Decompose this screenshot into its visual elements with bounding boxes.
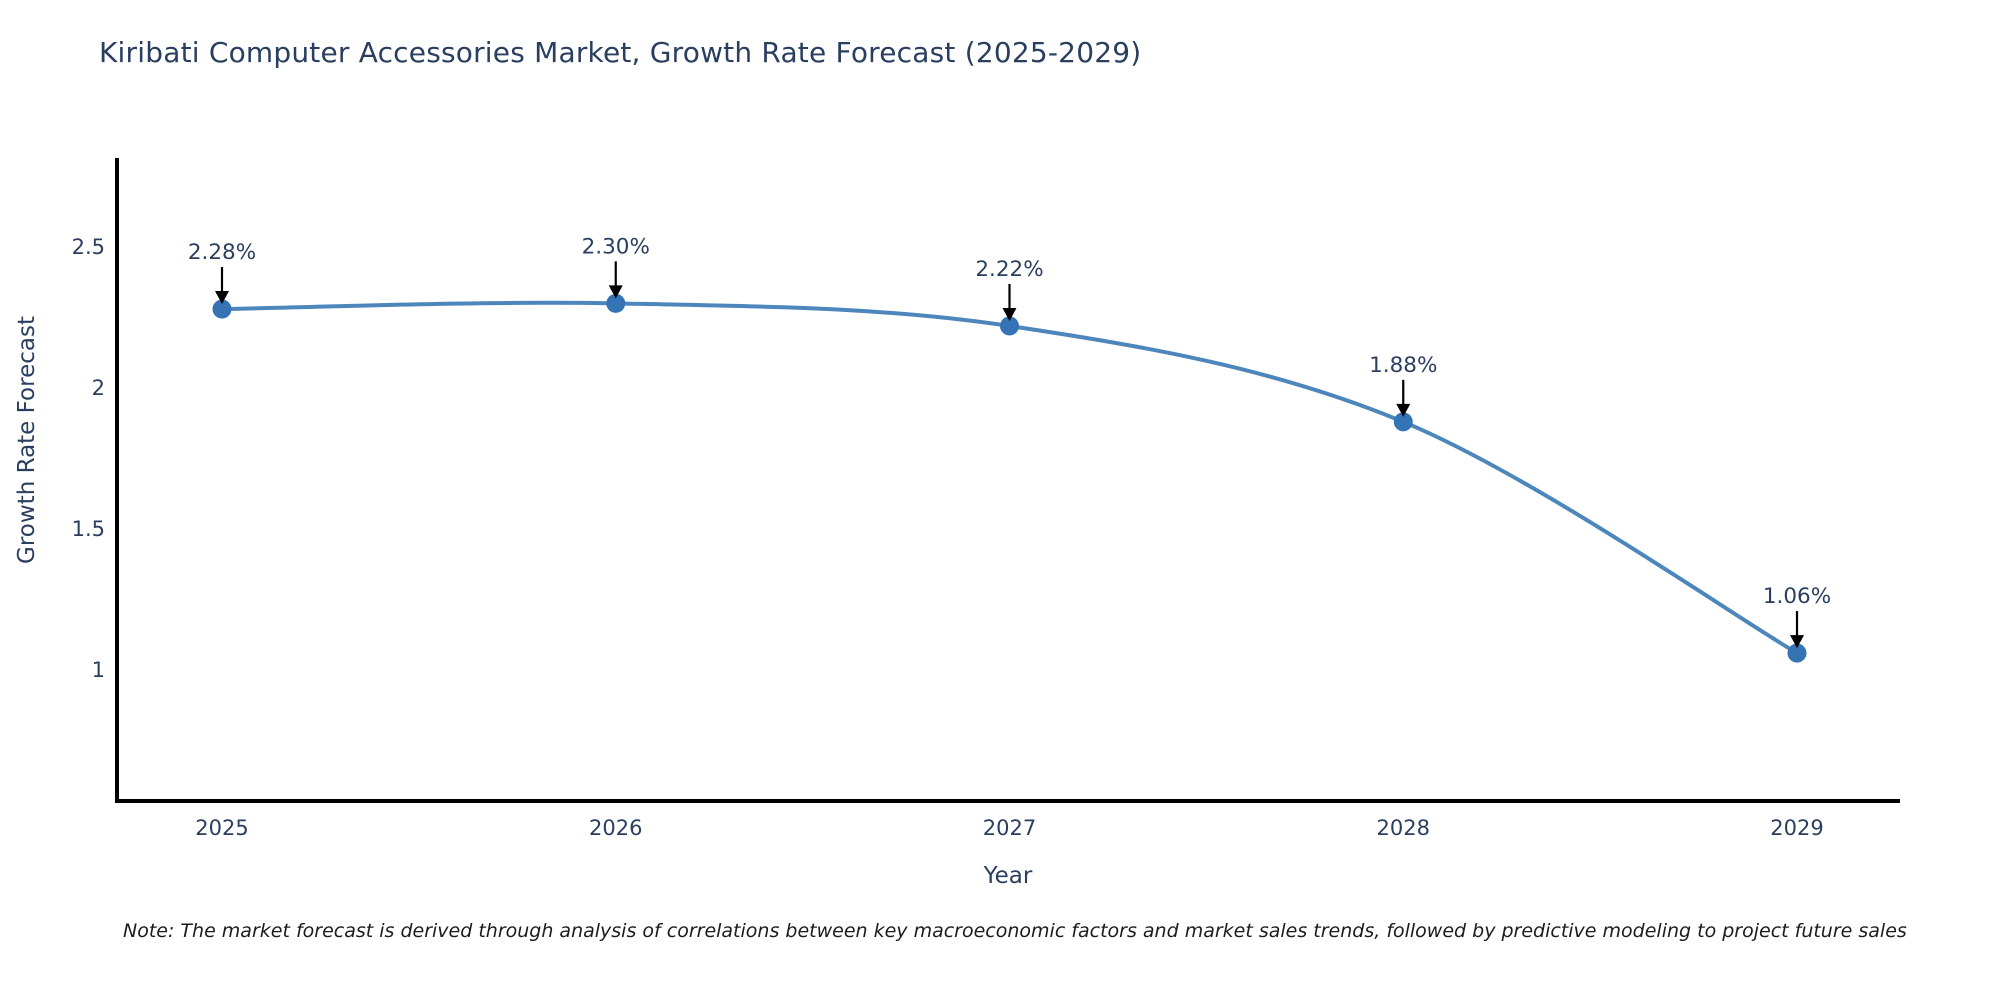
annotation-arrow-head bbox=[1790, 635, 1804, 649]
annotation-arrow-head bbox=[1396, 403, 1411, 417]
data-label: 1.88% bbox=[1369, 353, 1437, 378]
x-tick-label: 2029 bbox=[1770, 816, 1823, 840]
x-tick-label: 2027 bbox=[983, 816, 1036, 840]
annotation-arrow-head bbox=[215, 291, 229, 305]
x-axis-label: Year bbox=[983, 863, 1033, 889]
data-point-marker bbox=[1000, 316, 1019, 336]
y-tick-label: 2.5 bbox=[72, 235, 105, 259]
data-point-marker bbox=[212, 299, 232, 319]
annotation-arrow-head bbox=[608, 285, 623, 299]
data-label: 2.28% bbox=[188, 240, 256, 265]
x-tick-label: 2025 bbox=[195, 816, 248, 840]
y-tick-label: 1.5 bbox=[72, 517, 105, 541]
chart-title: Kiribati Computer Accessories Market, Gr… bbox=[99, 36, 1142, 69]
x-tick-label: 2028 bbox=[1377, 816, 1430, 840]
y-tick-label: 1 bbox=[92, 658, 105, 682]
data-point-marker bbox=[1393, 412, 1413, 432]
footnote: Note: The market forecast is derived thr… bbox=[123, 920, 1907, 942]
data-label: 2.30% bbox=[582, 234, 650, 259]
series-line bbox=[220, 300, 1799, 656]
y-tick-label: 2 bbox=[92, 376, 105, 400]
annotation-arrow-head bbox=[1002, 307, 1017, 321]
x-tick-label: 2026 bbox=[589, 816, 642, 840]
data-point-marker bbox=[606, 293, 626, 313]
data-point-marker bbox=[1787, 643, 1807, 663]
data-label: 2.22% bbox=[975, 257, 1043, 282]
data-label: 1.06% bbox=[1763, 584, 1831, 609]
